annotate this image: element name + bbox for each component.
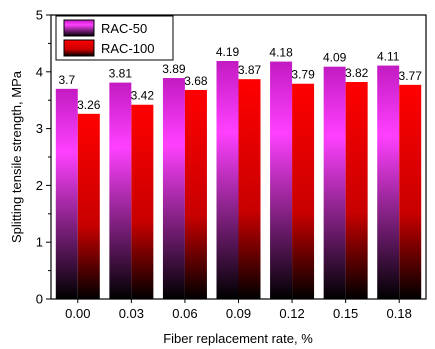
x-tick-label: 0.18 (387, 306, 412, 321)
data-labels-layer: 3.73.26 3.81 3.42 3.893.68 4.19 3.87 4.18 3.79 4… (58, 45, 422, 112)
bar-rac-50-6 (377, 65, 400, 299)
x-axis: 0.00 0.03 0.06 0.09 0.12 0.15 0.18 (65, 299, 412, 321)
bar-rac-100-5 (345, 82, 368, 299)
legend: RAC-50 RAC-100 (55, 15, 174, 61)
x-tick-label: 0.06 (172, 306, 197, 321)
x-tick-label: 0.12 (279, 306, 304, 321)
y-axis-title: Splitting tensile strength, MPa (9, 70, 24, 243)
bar-rac-100-1 (131, 104, 154, 299)
y-tick-label: 4 (36, 64, 43, 79)
y-tick-label: 3 (36, 121, 43, 136)
y-tick-label: 0 (36, 292, 43, 307)
y-tick-label: 2 (36, 178, 43, 193)
bar-rac-100-3 (238, 79, 261, 300)
bar-rac-50-5 (323, 66, 346, 299)
data-label-rac-50-3: 4.19 (216, 45, 240, 59)
y-axis: 0 1 2 3 4 5 (36, 8, 51, 307)
data-label-rac-100-0: 3.26 (77, 98, 101, 112)
data-label-rac-100-1: 3.42 (131, 89, 155, 103)
data-label-rac-50-6: 4.11 (377, 50, 400, 64)
bar-rac-50-3 (216, 61, 239, 300)
y-tick-label: 1 (36, 235, 43, 250)
legend-label-rac-100: RAC-100 (101, 41, 154, 56)
bar-rac-50-4 (270, 61, 293, 299)
y-tick-label: 5 (36, 8, 43, 23)
data-label-rac-100-4: 3.79 (291, 68, 315, 82)
bar-rac-100-6 (399, 84, 422, 299)
x-tick-label: 0.15 (333, 306, 358, 321)
x-tick-label: 0.00 (65, 306, 90, 321)
legend-label-rac-50: RAC-50 (101, 21, 147, 36)
x-tick-label: 0.09 (226, 306, 251, 321)
bar-rac-50-0 (55, 88, 78, 299)
bars-layer (55, 61, 422, 300)
x-axis-title: Fiber replacement rate, % (163, 331, 313, 346)
legend-swatch-rac-50 (63, 19, 95, 37)
bar-rac-100-0 (77, 113, 100, 299)
data-label-rac-100-3: 3.87 (238, 63, 262, 77)
data-label-rac-50-4: 4.18 (269, 46, 293, 60)
bar-rac-100-2 (184, 89, 207, 299)
bar-rac-50-1 (109, 82, 132, 299)
data-label-rac-50-0: 3.7 (58, 73, 75, 87)
data-label-rac-100-6: 3.77 (399, 69, 423, 83)
bar-rac-100-4 (292, 83, 315, 299)
data-label-rac-50-1: 3.81 (109, 67, 133, 81)
bar-rac-50-2 (162, 78, 185, 299)
x-tick-label: 0.03 (119, 306, 144, 321)
data-label-rac-50-2: 3.89 (162, 62, 186, 76)
legend-swatch-rac-100 (63, 39, 95, 57)
data-label-rac-100-2: 3.68 (184, 74, 208, 88)
data-label-rac-50-5: 4.09 (323, 51, 347, 65)
data-label-rac-100-5: 3.82 (345, 66, 369, 80)
